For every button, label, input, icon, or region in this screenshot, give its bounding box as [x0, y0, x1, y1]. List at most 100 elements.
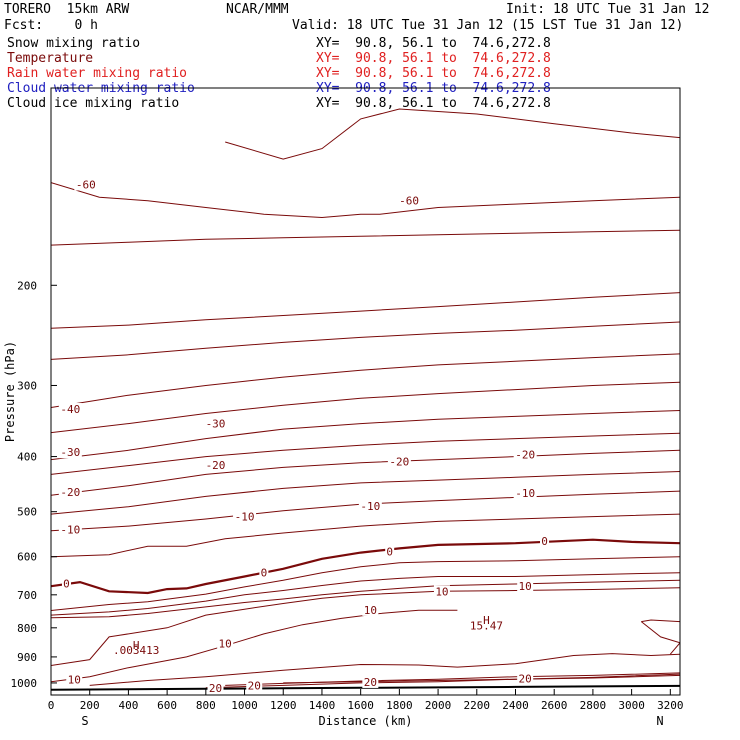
temperature-contour-10 [51, 471, 680, 515]
contour-label-13: 0 [261, 567, 268, 580]
temperature-contour-9 [51, 449, 680, 496]
contour-label-21: 10 [68, 674, 81, 687]
temperature-contour-24 [640, 621, 680, 655]
axes: 0 200 400 600 800 1000 1200 1400 1600 1800 2000 220… [11, 279, 684, 712]
y-tick-label-4: 600 [17, 551, 37, 564]
legend-cloud-ice-xy: XY= 90.8, 56.1 to 74.6,272.8 [316, 96, 551, 111]
legend-rain-label: Rain water mixing ratio [7, 66, 188, 81]
x-tick-label-13: 2600 [541, 699, 568, 712]
x-tick-label-14: 2800 [580, 699, 607, 712]
temperature-contour-23 [641, 619, 680, 623]
contour-label-bg-5 [204, 459, 228, 472]
contour-label-25: 20 [519, 673, 532, 686]
contour-label-9: -10 [235, 511, 255, 524]
temperature-contour-19 [89, 653, 680, 686]
legend-snow-xy: XY= 90.8, 56.1 to 74.6,272.8 [316, 36, 551, 51]
contour-label-bg-13 [259, 566, 269, 579]
temperature-contour-22 [283, 674, 680, 684]
south-endpoint-label: S [81, 714, 88, 728]
plot-content: -60 -60 -40 -30 -30 -20 -20 -20 -20 -10 -10 -10 -10 0… [51, 108, 680, 695]
contour-label-15: 0 [541, 535, 548, 548]
contour-label-bg-18 [517, 580, 534, 593]
contour-label-0: -60 [76, 178, 96, 191]
x-tick-label-15: 3000 [618, 699, 645, 712]
contour-label-bg-0 [74, 178, 98, 191]
temperature-contour-2 [51, 229, 680, 246]
contour-label-22: 20 [248, 679, 261, 692]
contour-label-bg-19 [362, 603, 379, 616]
x-tick-label-0: 0 [48, 699, 55, 712]
contour-label-10: -10 [360, 500, 380, 513]
annotation-0: H [483, 614, 490, 627]
x-tick-label-11: 2200 [464, 699, 491, 712]
y-tick-label-2: 400 [17, 451, 37, 464]
annotation-1: 15.47 [470, 620, 503, 633]
contour-label-bg-23 [207, 681, 224, 694]
x-tick-label-9: 1800 [386, 699, 413, 712]
legend-temperature-xy: XY= 90.8, 56.1 to 74.6,272.8 [316, 51, 551, 66]
center-label: NCAR/MMM [226, 2, 289, 17]
contour-label-7: -20 [515, 449, 535, 462]
contour-label-bg-4 [58, 446, 82, 459]
contour-label-6: -20 [389, 455, 409, 468]
contour-label-18: 10 [519, 580, 532, 593]
contour-label-16: 0 [63, 578, 70, 591]
contour-label-bg-22 [246, 679, 263, 692]
contour-label-4: -30 [60, 446, 80, 459]
x-tick-label-10: 2000 [425, 699, 452, 712]
x-tick-label-5: 1000 [231, 699, 258, 712]
forecast-hour: Fcst: 0 h [4, 18, 98, 33]
valid-time: Valid: 18 UTC Tue 31 Jan 12 (15 LST Tue … [292, 18, 684, 33]
x-tick-label-6: 1200 [270, 699, 297, 712]
contour-label-bg-10 [358, 500, 382, 513]
contour-label-17: 10 [435, 585, 448, 598]
model-title: TORERO 15km ARW [4, 2, 130, 17]
temperature-contour-12 [51, 513, 680, 558]
contour-label-1: -60 [399, 195, 419, 208]
north-endpoint-label: N [656, 714, 663, 728]
y-tick-label-0: 200 [17, 279, 37, 292]
contour-label-bg-3 [204, 417, 228, 430]
legend-snow-label: Snow mixing ratio [7, 36, 141, 51]
contour-label-bg-14 [385, 545, 395, 558]
temperature-contour-20 [205, 673, 680, 689]
temperature-contour-8 [51, 432, 680, 475]
contour-label-bg-16 [61, 577, 71, 590]
contour-label-11: -10 [515, 487, 535, 500]
contour-label-bg-24 [362, 675, 379, 688]
y-tick-label-6: 800 [17, 622, 37, 635]
temperature-contour-18 [51, 609, 458, 683]
y-tick-label-1: 300 [17, 379, 37, 392]
y-tick-label-7: 900 [17, 651, 37, 664]
x-tick-label-7: 1400 [309, 699, 336, 712]
x-tick-label-16: 3200 [657, 699, 684, 712]
contour-label-14: 0 [386, 545, 393, 558]
contour-label-bg-1 [397, 194, 421, 207]
contour-label-bg-2 [58, 403, 82, 416]
annotation-2: H [133, 639, 140, 652]
x-tick-label-3: 600 [157, 699, 177, 712]
x-axis-title: Distance (km) [319, 714, 413, 728]
contour-label-bg-15 [540, 535, 550, 548]
contour-label-20: 10 [219, 637, 232, 650]
contour-label-bg-8 [58, 486, 82, 499]
x-tick-label-4: 800 [196, 699, 216, 712]
contour-label-2: -40 [60, 403, 80, 416]
temperature-contour-1 [51, 182, 680, 219]
contour-label-23: 20 [209, 682, 222, 695]
y-tick-label-5: 700 [17, 589, 37, 602]
temperature-contour-4 [51, 321, 680, 360]
contour-label-bg-20 [217, 637, 234, 650]
temperature-contour-14 [51, 556, 680, 611]
contour-label-19: 10 [364, 604, 377, 617]
y-tick-label-8: 1000 [11, 677, 38, 690]
temperature-contour-0 [225, 108, 680, 160]
contour-label-bg-6 [387, 455, 411, 468]
plot-frame [50, 87, 681, 696]
contour-label-bg-7 [513, 448, 537, 461]
x-tick-label-8: 1600 [347, 699, 374, 712]
temperature-contour-3 [51, 292, 680, 329]
y-axis-title: Pressure (hPa) [3, 341, 17, 442]
contour-label-bg-9 [233, 510, 257, 523]
